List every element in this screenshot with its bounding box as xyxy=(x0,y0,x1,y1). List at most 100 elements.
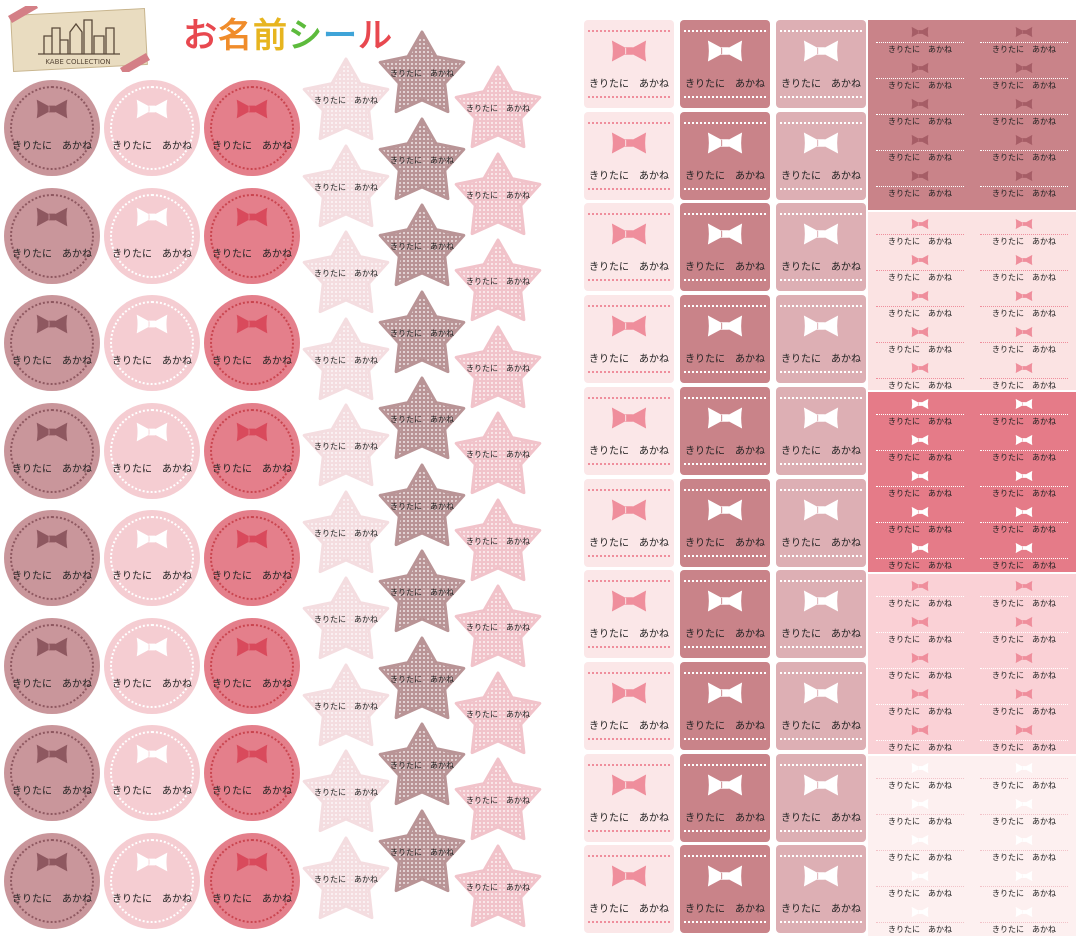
sticker-name-label: きりたに あかね xyxy=(466,277,530,286)
sticker-name-label: きりたに あかね xyxy=(888,743,952,752)
circle-sticker: きりたに あかね xyxy=(104,295,200,391)
dotted-line xyxy=(780,371,862,374)
mini-sticker-block: きりたに あかね きりたに あかね きりたに あかね きりたに あかね きりたに あかね… xyxy=(868,574,1076,754)
sticker-name-label: きりたに あかね xyxy=(992,853,1056,862)
mini-sticker: きりたに あかね xyxy=(872,396,968,431)
sticker-name-label: きりたに あかね xyxy=(888,309,952,318)
sticker-name-label: きりたに あかね xyxy=(685,79,765,90)
bow-icon xyxy=(1015,434,1033,446)
dotted-line xyxy=(876,596,964,597)
sticker-name-label: きりたに あかね xyxy=(589,904,669,916)
square-sticker: きりたに あかね xyxy=(680,20,770,108)
bow-icon xyxy=(707,40,743,62)
mini-sticker: きりたに あかね xyxy=(976,614,1072,649)
bow-icon xyxy=(36,99,68,119)
square-sticker: きりたに あかね xyxy=(680,845,770,934)
circle-sticker: きりたに あかね xyxy=(204,295,300,391)
title-char: 名 xyxy=(218,16,253,56)
dotted-line xyxy=(876,850,964,851)
sticker-name-label: きりたに あかね xyxy=(992,189,1056,198)
star-sticker: きりたに あかね xyxy=(302,836,390,922)
sticker-name-label: きりたに あかね xyxy=(992,453,1056,462)
dotted-line xyxy=(588,396,670,399)
dotted-line xyxy=(876,150,964,151)
mini-sticker: きりたに あかね xyxy=(976,396,1072,431)
dotted-line xyxy=(780,187,862,190)
sticker-name-label: きりたに あかね xyxy=(685,537,765,549)
mini-sticker: きりたに あかね xyxy=(976,360,1072,390)
sticker-name-label: きりたに あかね xyxy=(589,720,669,732)
bow-icon xyxy=(611,407,647,429)
bow-icon xyxy=(911,170,929,182)
sticker-name-label: きりたに あかね xyxy=(992,417,1056,426)
dotted-line xyxy=(876,486,964,487)
dotted-line xyxy=(876,378,964,379)
circle-sticker: きりたに あかね xyxy=(4,295,100,391)
star-sticker: きりたに あかね xyxy=(302,317,390,403)
dotted-ring xyxy=(10,731,94,815)
sticker-name-label: きりたに あかね xyxy=(466,104,530,113)
dotted-line xyxy=(876,522,964,523)
dotted-line xyxy=(780,737,862,740)
bow-icon xyxy=(1015,870,1033,882)
sticker-name-label: きりたに あかね xyxy=(212,571,292,582)
star-sticker: きりたに あかね xyxy=(302,749,390,835)
square-sticker: きりたに あかね xyxy=(776,661,866,750)
circle-sticker: きりたに あかね xyxy=(4,617,100,714)
mini-sticker: きりたに あかね xyxy=(976,578,1072,613)
dotted-line xyxy=(980,114,1068,115)
mini-sticker: きりたに あかね xyxy=(872,168,968,203)
dotted-line xyxy=(780,121,862,124)
sticker-name-label: きりたに あかね xyxy=(112,356,192,367)
bow-icon xyxy=(1015,362,1033,374)
dotted-line xyxy=(980,814,1068,815)
mini-sticker: きりたに あかね xyxy=(872,796,968,831)
star-sticker: きりたに あかね xyxy=(454,152,542,238)
sticker-name-label: きりたに あかね xyxy=(390,501,454,511)
square-sticker: きりたに あかね xyxy=(584,845,674,934)
sticker-name-label: きりたに あかね xyxy=(888,81,952,90)
bow-icon xyxy=(911,542,929,554)
sticker-name-label: きりたに あかね xyxy=(781,445,861,457)
dotted-line xyxy=(684,829,766,832)
bow-icon xyxy=(911,688,929,700)
sticker-name-label: きりたに あかね xyxy=(466,623,530,632)
sticker-name-label: きりたに あかね xyxy=(589,812,669,824)
sticker-name-label: きりたに あかね xyxy=(888,45,952,54)
bow-icon xyxy=(1015,762,1033,774)
dotted-line xyxy=(684,187,766,190)
star-sticker: きりたに あかね xyxy=(454,65,542,151)
bow-icon xyxy=(611,682,647,704)
star-sticker: きりたに あかね xyxy=(302,490,390,576)
bow-icon xyxy=(236,422,268,441)
dotted-line xyxy=(876,306,964,307)
square-sticker: きりたに あかね xyxy=(680,478,770,567)
dotted-line xyxy=(588,763,670,766)
square-sticker: きりたに あかね xyxy=(776,753,866,842)
mini-sticker: きりたに あかね xyxy=(872,540,968,572)
star-sticker: きりたに あかね xyxy=(378,636,466,722)
dotted-line xyxy=(876,814,964,815)
sticker-name-label: きりたに あかね xyxy=(12,786,92,797)
mini-sticker: きりたに あかね xyxy=(976,868,1072,903)
sticker-name-label: きりたに あかね xyxy=(390,674,454,684)
bow-icon xyxy=(36,422,68,441)
bow-icon xyxy=(611,223,647,245)
dotted-line xyxy=(684,371,766,374)
dotted-line xyxy=(588,855,670,858)
bow-icon xyxy=(36,852,68,871)
bow-icon xyxy=(136,207,168,226)
sticker-name-label: きりたに あかね xyxy=(314,701,378,711)
city-skyline-icon: KABE COLLECTION xyxy=(8,1,150,75)
dotted-line xyxy=(980,42,1068,43)
star-sticker: きりたに あかね xyxy=(302,230,390,316)
dotted-line xyxy=(684,96,766,98)
bow-icon xyxy=(1015,254,1033,266)
bow-icon xyxy=(236,99,268,119)
mini-sticker: きりたに あかね xyxy=(872,360,968,390)
sticker-name-label: きりたに あかね xyxy=(992,345,1056,354)
mini-sticker: きりたに あかね xyxy=(976,650,1072,685)
dotted-line xyxy=(780,279,862,282)
dotted-line xyxy=(980,78,1068,79)
sticker-name-label: きりたに あかね xyxy=(888,489,952,498)
